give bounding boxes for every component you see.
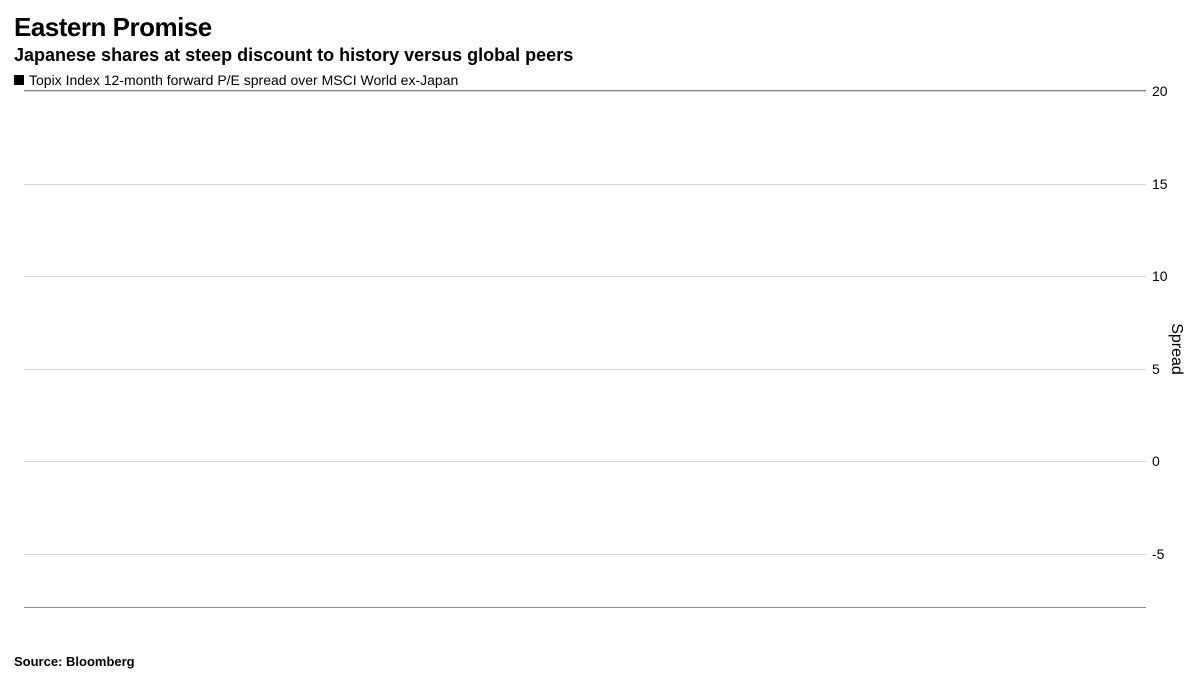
- plot-area: Spread -505101520: [24, 90, 1146, 608]
- legend-label: Topix Index 12-month forward P/E spread …: [29, 72, 458, 88]
- grid-line: [24, 276, 1146, 277]
- y-tick-label: 20: [1152, 83, 1182, 99]
- grid-line: [24, 461, 1146, 462]
- line-series: [24, 91, 1146, 607]
- grid-line: [24, 91, 1146, 92]
- grid-line: [24, 554, 1146, 555]
- legend: Topix Index 12-month forward P/E spread …: [14, 72, 1200, 88]
- chart-area: Spread -505101520: [14, 90, 1200, 635]
- legend-marker: [14, 75, 24, 85]
- grid-line: [24, 184, 1146, 185]
- y-tick-label: 5: [1152, 361, 1182, 377]
- chart-subtitle: Japanese shares at steep discount to his…: [14, 45, 1200, 66]
- y-tick-label: 10: [1152, 268, 1182, 284]
- y-tick-label: -5: [1152, 546, 1182, 562]
- y-tick-label: 0: [1152, 453, 1182, 469]
- source-attribution: Source: Bloomberg: [14, 654, 135, 669]
- y-tick-label: 15: [1152, 176, 1182, 192]
- grid-line: [24, 369, 1146, 370]
- chart-title: Eastern Promise: [14, 12, 1200, 43]
